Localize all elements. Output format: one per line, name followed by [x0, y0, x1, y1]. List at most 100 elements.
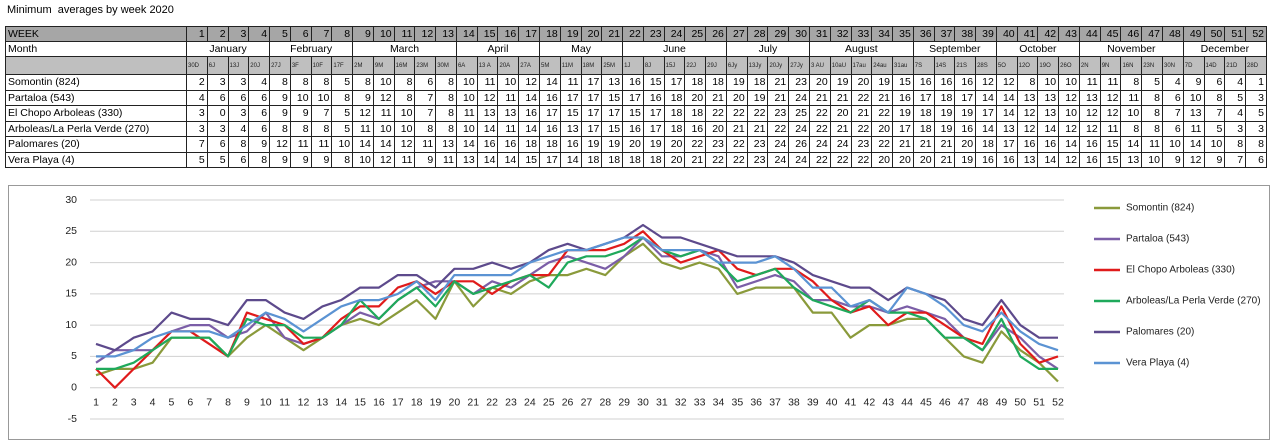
week-label: WEEK	[5, 26, 187, 42]
week-number: 21	[601, 26, 624, 42]
y-tick-label: 25	[65, 225, 77, 237]
cell-value: 9	[310, 151, 333, 168]
x-tick-label: 46	[939, 396, 951, 408]
cell-value: 12	[518, 74, 541, 91]
cell-value: 9	[414, 151, 437, 168]
cell-value: 18	[663, 120, 686, 137]
cell-value: 18	[580, 151, 603, 168]
cell-value: 12	[393, 136, 416, 153]
station-name: Arboleas/La Perla Verde (270)	[5, 120, 187, 137]
cell-value: 18	[746, 74, 769, 91]
cell-value: 5	[331, 120, 354, 137]
week-number: 33	[850, 26, 873, 42]
cell-value: 12	[1016, 105, 1039, 122]
cell-value: 11	[559, 74, 582, 91]
cell-value: 19	[746, 89, 769, 106]
cell-value: 4	[1224, 74, 1247, 91]
x-tick-label: 31	[656, 396, 668, 408]
sheet-title: Minimum averages by week 2020	[7, 4, 174, 16]
cell-value: 10	[1182, 89, 1205, 106]
week-number: 18	[539, 26, 561, 42]
week-date: 17F	[331, 56, 354, 75]
cell-value: 18	[933, 89, 956, 106]
week-date: 5M	[539, 56, 561, 75]
week-date: 27Jy	[788, 56, 810, 75]
x-tick-label: 14	[335, 396, 347, 408]
week-date: 8J	[642, 56, 665, 75]
cell-value: 22	[850, 89, 873, 106]
cell-value: 14	[975, 120, 997, 137]
cell-value: 3	[206, 120, 229, 137]
cell-value: 22	[705, 151, 727, 168]
cell-value: 12	[476, 89, 499, 106]
station-row: Vera Playa (4) 5 5 6 8 9 9 9 8 10 12 11 9 11 13 14 14 15 1…	[5, 151, 1267, 168]
cell-value: 7	[186, 136, 208, 153]
cell-value: 16	[684, 120, 707, 137]
cell-value: 0	[206, 105, 229, 122]
cell-value: 10	[393, 120, 416, 137]
cell-value: 20	[663, 151, 686, 168]
x-tick-label: 21	[467, 396, 479, 408]
cell-value: 20	[892, 151, 914, 168]
cell-value: 19	[954, 151, 977, 168]
cell-value: 11	[289, 136, 312, 153]
cell-value: 8	[352, 74, 374, 91]
cell-value: 6	[1203, 74, 1226, 91]
cell-value: 12	[1016, 120, 1039, 137]
cell-value: 14	[995, 105, 1018, 122]
cell-value: 3	[186, 105, 208, 122]
cell-value: 9	[269, 105, 291, 122]
cell-value: 23	[746, 136, 769, 153]
cell-value: 13	[1182, 105, 1205, 122]
cell-value: 22	[871, 105, 894, 122]
cell-value: 17	[642, 105, 665, 122]
month-name: December	[1182, 41, 1268, 57]
cell-value: 13	[497, 105, 520, 122]
week-date: 13J	[227, 56, 250, 75]
x-tick-label: 16	[373, 396, 385, 408]
cell-value: 22	[808, 120, 831, 137]
week-number: 36	[912, 26, 935, 42]
month-name: June	[622, 41, 727, 57]
week-date: 30M	[435, 56, 457, 75]
week-number: 30	[788, 26, 810, 42]
cell-value: 19	[725, 74, 748, 91]
cell-value: 8	[248, 151, 271, 168]
cell-value: 17	[539, 105, 561, 122]
cell-value: 22	[725, 136, 748, 153]
month-name: November	[1078, 41, 1184, 57]
week-number: 27	[725, 26, 748, 42]
cell-value: 17	[580, 120, 603, 137]
cell-value: 17	[580, 89, 603, 106]
cell-value: 18	[539, 136, 561, 153]
cell-value: 10	[1141, 151, 1163, 168]
week-number: 39	[975, 26, 997, 42]
week-date: 9N	[1099, 56, 1122, 75]
y-tick-label: 10	[65, 319, 77, 331]
cell-value: 4	[227, 120, 250, 137]
week-number: 10	[372, 26, 395, 42]
x-tick-label: 39	[807, 396, 819, 408]
x-tick-label: 40	[826, 396, 838, 408]
cell-value: 12	[352, 105, 374, 122]
week-date: 3 AU	[808, 56, 831, 75]
cell-value: 15	[1099, 151, 1122, 168]
cell-value: 16	[497, 136, 520, 153]
cell-value: 12	[975, 74, 997, 91]
x-tick-label: 12	[298, 396, 310, 408]
cell-value: 8	[227, 136, 250, 153]
week-date: 3F	[289, 56, 312, 75]
cell-value: 19	[892, 105, 914, 122]
cell-value: 21	[808, 89, 831, 106]
cell-value: 6	[206, 89, 229, 106]
week-date: 15J	[663, 56, 686, 75]
cell-value: 6	[227, 89, 250, 106]
week-number: 52	[1245, 26, 1267, 42]
cell-value: 16	[559, 136, 582, 153]
x-tick-label: 3	[131, 396, 137, 408]
cell-value: 23	[746, 151, 769, 168]
week-date: 20Jy	[767, 56, 790, 75]
week-number: 32	[829, 26, 852, 42]
week-number: 50	[1203, 26, 1226, 42]
cell-value: 8	[414, 120, 437, 137]
